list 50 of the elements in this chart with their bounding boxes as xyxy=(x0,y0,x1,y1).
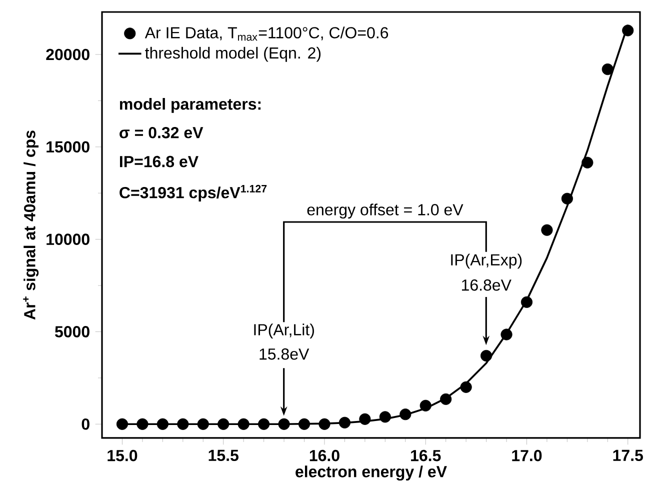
point xyxy=(197,418,209,430)
point xyxy=(238,418,250,430)
annotation: IP(Ar,Exp) xyxy=(451,254,522,269)
x-tick-label: 17.0 xyxy=(512,450,542,462)
point xyxy=(520,296,533,308)
point xyxy=(278,418,290,430)
legend-label: Ar IE Data, T$_{max}$=1100°C, C/O=0.6 xyxy=(144,26,388,41)
point xyxy=(338,416,351,428)
x-tick-label: 16.5 xyxy=(411,450,441,462)
point xyxy=(400,408,412,420)
y-tick-label: 0 xyxy=(82,418,90,430)
annotation: model parameters: xyxy=(120,98,261,113)
annotation: σ = 0.32 eV xyxy=(120,126,204,138)
point xyxy=(460,381,472,393)
annotation: energy offset = 1.0 eV xyxy=(307,204,464,219)
x-tick-label: 16.0 xyxy=(310,450,340,462)
y-tick-label: 15000 xyxy=(46,141,90,153)
point xyxy=(218,418,230,430)
point xyxy=(359,413,371,425)
point xyxy=(258,418,270,430)
annotation: C=31931 cps/eV$^{1.127}$ xyxy=(120,184,267,202)
point xyxy=(177,418,189,430)
point xyxy=(561,192,573,204)
annotation: IP=16.8 eV xyxy=(120,156,198,168)
point xyxy=(440,393,452,405)
point xyxy=(116,418,128,430)
point xyxy=(298,418,310,430)
y-tick-label: 20000 xyxy=(46,48,90,60)
annotation: 16.8eV xyxy=(462,279,512,291)
point xyxy=(480,350,492,362)
x-axis-title: electron energy / eV xyxy=(296,466,447,481)
x-tick-label: 17.5 xyxy=(613,450,643,462)
y-axis-title: Ar$^{+}$ signal at 40amu / cps xyxy=(23,130,39,320)
point xyxy=(500,328,512,340)
point xyxy=(136,418,148,430)
y-tick-label: 5000 xyxy=(55,326,90,338)
point xyxy=(541,224,553,236)
point xyxy=(602,63,614,76)
y-tick-label: 10000 xyxy=(46,234,90,245)
point xyxy=(582,156,594,168)
point xyxy=(379,411,391,423)
x-tick-label: 15.0 xyxy=(108,450,138,462)
point xyxy=(318,418,330,430)
point xyxy=(622,24,634,36)
legend-label: threshold model (Eqn. 2) xyxy=(145,46,321,62)
annotation: IP(Ar,Lit) xyxy=(254,324,314,338)
point xyxy=(420,400,432,412)
x-tick-label: 15.5 xyxy=(208,450,238,462)
point xyxy=(156,418,168,430)
annotation: 15.8eV xyxy=(260,348,310,360)
